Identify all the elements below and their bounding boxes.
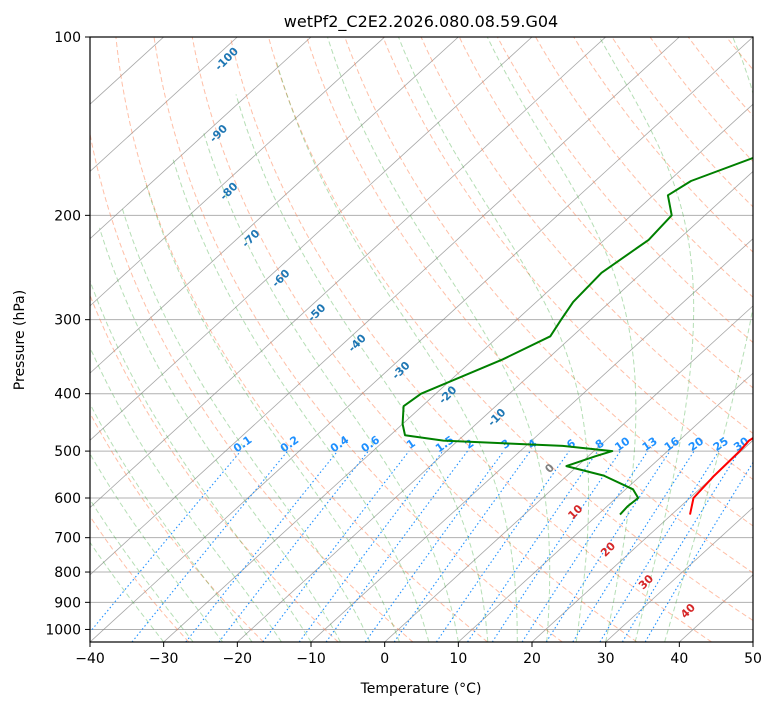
y-tick-label: 500	[54, 444, 81, 460]
isotherm-line	[90, 37, 238, 172]
isotherm-line	[458, 372, 753, 642]
y-axis-title: Pressure (hPa)	[12, 290, 28, 390]
y-tick-label: 800	[54, 565, 81, 581]
x-tick-label: 20	[523, 651, 541, 667]
temperature-profile-line	[689, 436, 753, 515]
mixing-ratio-line	[298, 450, 444, 642]
moist-adiabat-line	[235, 94, 489, 642]
isotherm-line	[90, 37, 533, 441]
x-tick-label: 50	[744, 651, 762, 667]
x-axis-title: Temperature (°C)	[360, 681, 482, 697]
moist-adiabat-line	[144, 180, 400, 642]
moist-adiabat-line	[598, 37, 695, 642]
moist-adiabat-line	[172, 157, 430, 642]
dry-adiabat-line	[90, 131, 414, 642]
dry-adiabat-line	[191, 37, 638, 642]
moist-adiabat-line	[90, 541, 165, 642]
x-tick-label: −30	[149, 651, 179, 667]
dry-adiabat-line	[115, 37, 488, 642]
dry-adiabat-line	[306, 37, 753, 574]
mixing-ratio-line	[572, 450, 695, 642]
isotherm-line	[605, 507, 753, 642]
dry-adiabat-line	[496, 37, 753, 344]
isotherm-line	[237, 170, 753, 642]
axis-ticks: −40 −30 −20 −10 0 10 20 30 40 50 100 200 300 400 500 60…	[45, 30, 762, 667]
isotherm-line	[531, 439, 753, 642]
mixing-ratio-line	[393, 450, 531, 642]
x-tick-label: 40	[670, 651, 688, 667]
mixing-ratio-line	[90, 450, 242, 633]
x-tick-label: −40	[75, 651, 105, 667]
moist-adiabat-line	[90, 402, 253, 642]
y-tick-label: 600	[54, 491, 81, 507]
x-tick-label: 0	[380, 651, 389, 667]
y-tick-label: 700	[54, 531, 81, 547]
moist-adiabat-line	[664, 37, 753, 642]
dry-adiabat-line	[268, 37, 753, 622]
dewpoint-profile-line	[401, 156, 753, 516]
mixing-ratio-line	[545, 450, 671, 642]
dry-adiabat-line	[153, 37, 563, 642]
plot-frame	[89, 36, 754, 643]
isotherm-line	[163, 103, 753, 642]
isotherm-line	[90, 37, 312, 240]
mixing-ratio-line	[131, 450, 289, 642]
moist-adiabat-line	[90, 279, 312, 642]
mixing-ratio-line	[185, 450, 339, 642]
dry-adiabat-line	[344, 37, 753, 527]
isotherm-line	[90, 37, 459, 374]
moist-adiabat-line	[203, 132, 459, 642]
y-tick-label: 900	[54, 595, 81, 611]
chart-title: wetPf2_C2E2.2026.080.08.59.G04	[284, 12, 558, 32]
mixing-ratio-line	[521, 450, 649, 642]
moist-adiabat-line	[90, 452, 223, 642]
x-tick-label: 30	[597, 651, 615, 667]
y-tick-label: 200	[54, 208, 81, 224]
background-lines	[90, 37, 753, 642]
moist-adiabat-line	[99, 227, 341, 642]
dry-adiabat-line	[535, 37, 753, 298]
moist-adiabat-line	[121, 208, 371, 642]
dry-adiabat-line	[229, 37, 712, 642]
isotherm-line	[90, 37, 753, 642]
y-tick-label: 1000	[45, 622, 81, 638]
dry-adiabat-line	[90, 412, 264, 642]
dry-adiabat-line	[420, 37, 753, 435]
moist-adiabat-line	[398, 37, 590, 642]
y-tick-label: 100	[54, 30, 81, 46]
isotherm-line	[384, 305, 753, 642]
isotherm-line	[90, 37, 385, 307]
mixing-ratio-line	[325, 450, 468, 642]
moist-adiabat-line	[90, 346, 282, 642]
y-tick-label: 300	[54, 313, 81, 329]
y-tick-label: 400	[54, 387, 81, 403]
x-tick-label: 10	[449, 651, 467, 667]
mixing-ratio-line	[467, 450, 599, 642]
mixing-ratio-line	[621, 450, 740, 642]
mixing-ratio-line	[364, 450, 505, 642]
moist-adiabat-line	[90, 498, 194, 642]
isotherm-line	[90, 37, 680, 576]
mixing-ratio-line	[435, 450, 570, 642]
moist-adiabat-line	[275, 61, 518, 642]
dry-adiabat-line	[382, 37, 753, 481]
profile-lines	[401, 156, 753, 516]
moist-adiabat-line	[486, 37, 637, 642]
mixing-ratio-line	[262, 450, 410, 642]
isotherm-line	[90, 37, 606, 509]
mixing-ratio-line	[491, 450, 621, 642]
x-tick-label: −20	[223, 651, 253, 667]
x-tick-label: −10	[296, 651, 326, 667]
